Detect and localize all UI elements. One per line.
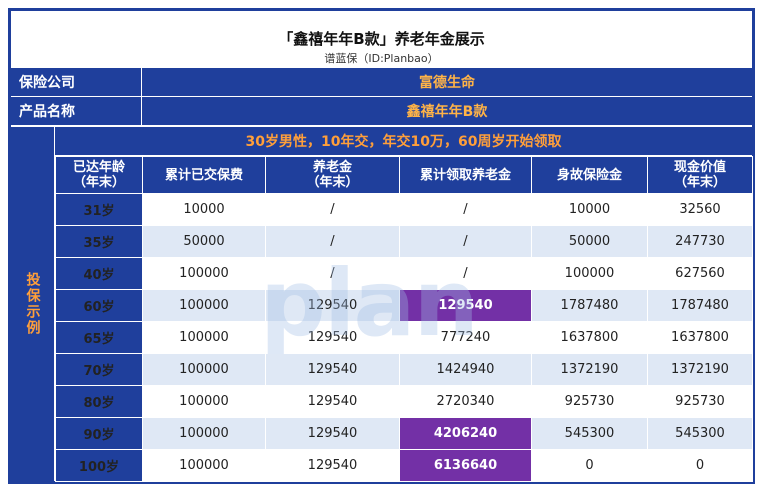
premium-cell: 100000 bbox=[142, 417, 266, 450]
age-cell: 40岁 bbox=[55, 257, 143, 290]
pension-cell: 129540 bbox=[265, 353, 400, 386]
cumulative-cell: / bbox=[399, 257, 532, 290]
pension-cell: 129540 bbox=[265, 321, 400, 354]
info-value-product: 鑫禧年年B款 bbox=[141, 97, 752, 125]
death-cell: 1372190 bbox=[531, 353, 648, 386]
premium-cell: 100000 bbox=[142, 289, 266, 322]
column-header: 已达年龄 （年末） bbox=[55, 156, 143, 194]
column-header: 养老金 （年末） bbox=[265, 156, 400, 194]
cash-cell: 247730 bbox=[647, 225, 753, 258]
cash-cell: 1637800 bbox=[647, 321, 753, 354]
cash-cell: 1787480 bbox=[647, 289, 753, 322]
premium-cell: 100000 bbox=[142, 385, 266, 418]
column-header: 累计已交保费 bbox=[142, 156, 266, 194]
death-cell: 1637800 bbox=[531, 321, 648, 354]
title-area: 「鑫禧年年B款」养老年金展示 谱蓝保（ID:Planbao） bbox=[8, 8, 755, 66]
info-value-company: 富德生命 bbox=[141, 68, 752, 96]
table-body: 31岁 10000//10000 32560 35岁 50000//50000 24773… bbox=[55, 193, 753, 482]
table-header-row: 已达年龄 （年末） 累计已交保费 养老金 （年末） 累计领取养老金 身故保险金 现金价值 （年末… bbox=[55, 156, 753, 194]
cumulative-cell: 129540 bbox=[399, 289, 532, 322]
table-row: 90岁 100000 129540 4206240 545300 545300 bbox=[55, 417, 753, 450]
table-row: 70岁 100000 129540 1424940 1372190 1372190 bbox=[55, 353, 753, 386]
pension-cell: 129540 bbox=[265, 385, 400, 418]
table-row: 40岁 100000//100000 627560 bbox=[55, 257, 753, 290]
side-label: 投保示例 bbox=[11, 127, 54, 481]
age-cell: 100岁 bbox=[55, 449, 143, 482]
column-header: 现金价值 （年末） bbox=[647, 156, 753, 194]
table-row: 65岁 100000 129540 777240 1637800 1637800 bbox=[55, 321, 753, 354]
cash-cell: 545300 bbox=[647, 417, 753, 450]
table-row: 31岁 10000//10000 32560 bbox=[55, 193, 753, 226]
age-cell: 65岁 bbox=[55, 321, 143, 354]
benefit-table: 已达年龄 （年末） 累计已交保费 养老金 （年末） 累计领取养老金 身故保险金 现金价值 （年末… bbox=[55, 156, 753, 482]
age-cell: 35岁 bbox=[55, 225, 143, 258]
table-row: 35岁 50000//50000 247730 bbox=[55, 225, 753, 258]
page-title: 「鑫禧年年B款」养老年金展示 bbox=[278, 30, 485, 48]
table-row: 80岁 100000 129540 2720340 925730 925730 bbox=[55, 385, 753, 418]
cumulative-cell: 777240 bbox=[399, 321, 532, 354]
death-cell: 0 bbox=[531, 449, 648, 482]
pension-cell: 129540 bbox=[265, 289, 400, 322]
cumulative-cell: 6136640 bbox=[399, 449, 532, 482]
pension-cell: 129540 bbox=[265, 417, 400, 450]
column-header: 累计领取养老金 bbox=[399, 156, 532, 194]
pension-cell: / bbox=[265, 257, 400, 290]
info-row-product: 产品名称 鑫禧年年B款 bbox=[11, 97, 752, 125]
info-label-company: 保险公司 bbox=[11, 68, 141, 96]
column-header: 身故保险金 bbox=[531, 156, 648, 194]
cumulative-cell: / bbox=[399, 225, 532, 258]
pension-cell: 129540 bbox=[265, 449, 400, 482]
cash-cell: 925730 bbox=[647, 385, 753, 418]
premium-cell: 50000 bbox=[142, 225, 266, 258]
premium-cell: 100000 bbox=[142, 353, 266, 386]
premium-cell: 100000 bbox=[142, 321, 266, 354]
death-cell: 10000 bbox=[531, 193, 648, 226]
age-cell: 70岁 bbox=[55, 353, 143, 386]
cash-cell: 627560 bbox=[647, 257, 753, 290]
table-row: 100岁 100000 129540 6136640 0 0 bbox=[55, 449, 753, 482]
premium-cell: 100000 bbox=[142, 257, 266, 290]
death-cell: 545300 bbox=[531, 417, 648, 450]
premium-cell: 10000 bbox=[142, 193, 266, 226]
pension-cell: / bbox=[265, 193, 400, 226]
cumulative-cell: 4206240 bbox=[399, 417, 532, 450]
info-label-product: 产品名称 bbox=[11, 97, 141, 125]
death-cell: 1787480 bbox=[531, 289, 648, 322]
cash-cell: 32560 bbox=[647, 193, 753, 226]
age-cell: 90岁 bbox=[55, 417, 143, 450]
cash-cell: 1372190 bbox=[647, 353, 753, 386]
death-cell: 50000 bbox=[531, 225, 648, 258]
cumulative-cell: / bbox=[399, 193, 532, 226]
condition-banner: 30岁男性，10年交，年交10万，60周岁开始领取 bbox=[55, 127, 752, 155]
info-row-company: 保险公司 富德生命 bbox=[11, 68, 752, 96]
pension-cell: / bbox=[265, 225, 400, 258]
cumulative-cell: 1424940 bbox=[399, 353, 532, 386]
page-subtitle: 谱蓝保（ID:Planbao） bbox=[324, 52, 439, 65]
cash-cell: 0 bbox=[647, 449, 753, 482]
age-cell: 60岁 bbox=[55, 289, 143, 322]
cumulative-cell: 2720340 bbox=[399, 385, 532, 418]
age-cell: 80岁 bbox=[55, 385, 143, 418]
death-cell: 100000 bbox=[531, 257, 648, 290]
premium-cell: 100000 bbox=[142, 449, 266, 482]
table-row: 60岁 100000 129540 129540 1787480 1787480 bbox=[55, 289, 753, 322]
age-cell: 31岁 bbox=[55, 193, 143, 226]
death-cell: 925730 bbox=[531, 385, 648, 418]
